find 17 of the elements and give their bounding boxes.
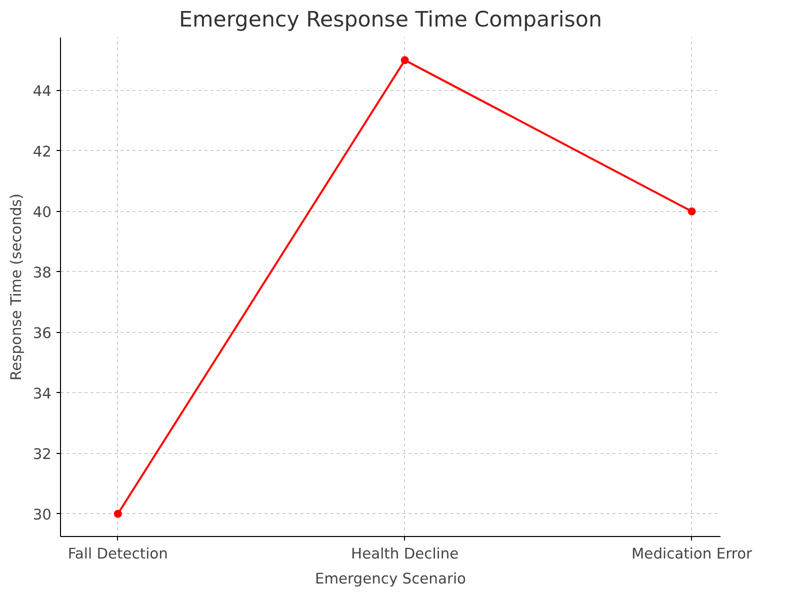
y-tick-label: 32 bbox=[32, 446, 52, 463]
y-tick-label: 30 bbox=[32, 506, 52, 524]
point bbox=[114, 510, 122, 518]
y-tick-label: 34 bbox=[32, 385, 52, 402]
x-tick-label: Health Decline bbox=[351, 546, 459, 562]
x-tick-label: Fall Detection bbox=[68, 546, 168, 562]
y-tick-label: 38 bbox=[32, 264, 52, 282]
y-tick-label: 36 bbox=[32, 324, 52, 342]
y-tick-label: 44 bbox=[32, 82, 52, 100]
point bbox=[688, 207, 696, 216]
chart-title: Emergency Response Time Comparison bbox=[179, 8, 602, 32]
x-tick-label: Medication Error bbox=[632, 546, 754, 562]
x-axis-title: Emergency Scenario bbox=[314, 570, 466, 588]
y-tick-label: 40 bbox=[32, 204, 52, 221]
y-tick-label: 42 bbox=[32, 143, 52, 160]
y-axis-title: Response Time (seconds) bbox=[8, 194, 25, 380]
point bbox=[400, 56, 409, 64]
